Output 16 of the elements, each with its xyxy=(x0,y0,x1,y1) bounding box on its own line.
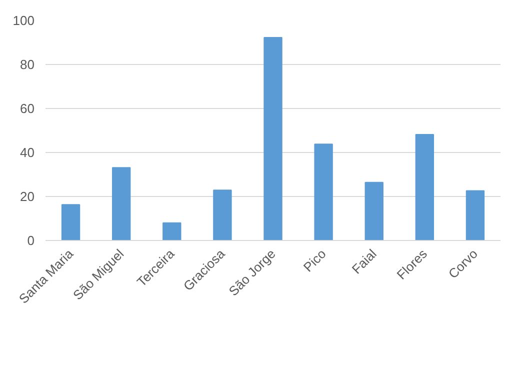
bar xyxy=(415,134,434,240)
bar xyxy=(162,222,182,240)
y-tick-label: 40 xyxy=(20,145,35,160)
bar xyxy=(112,167,131,240)
y-tick-label: 60 xyxy=(20,101,35,116)
bar xyxy=(314,144,333,240)
bar xyxy=(264,36,282,240)
y-tick-label: 0 xyxy=(27,233,35,248)
x-tick-label: Pico xyxy=(300,246,329,275)
y-tick-label: 100 xyxy=(12,13,35,28)
bar xyxy=(61,204,80,240)
bar xyxy=(466,190,485,240)
bar xyxy=(364,182,384,240)
y-tick-label: 20 xyxy=(20,189,35,204)
y-tick-label: 80 xyxy=(20,57,35,72)
bar xyxy=(213,190,232,240)
